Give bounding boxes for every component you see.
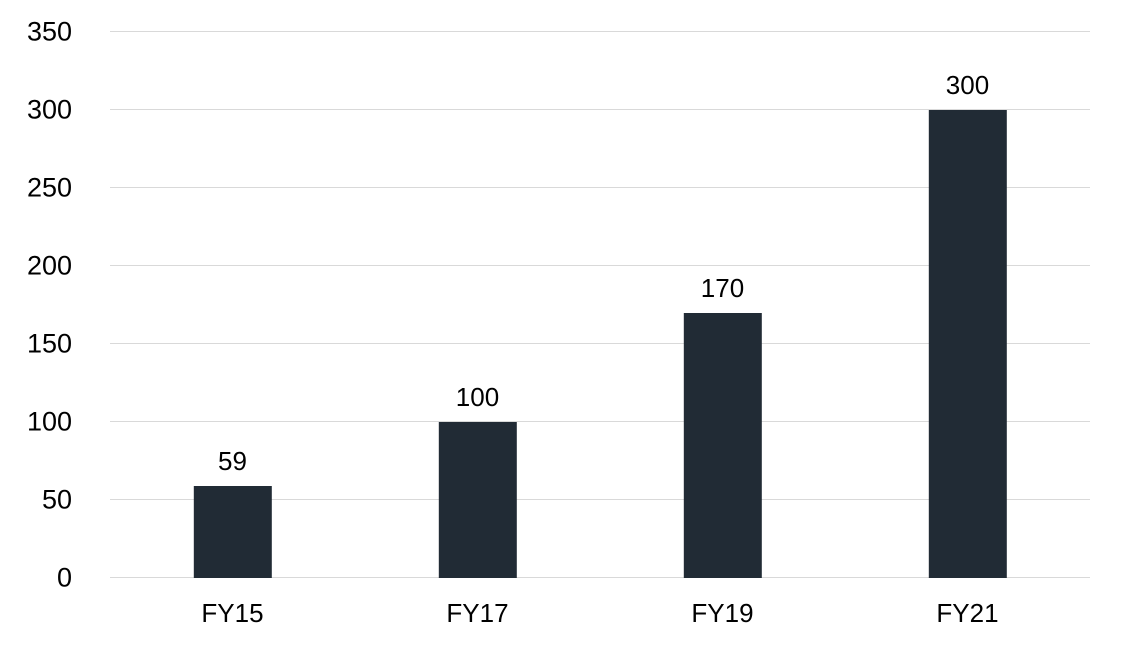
y-axis: 0 50 100 150 200 250 300 350 — [0, 18, 72, 591]
x-axis: FY15 FY17 FY19 FY21 — [110, 600, 1090, 626]
bar-slot: 100 — [355, 32, 600, 578]
x-axis-category-label: FY17 — [446, 598, 509, 628]
bar-slot: 170 — [600, 32, 845, 578]
y-axis-tick-label: 250 — [26, 172, 72, 203]
x-axis-category-label: FY19 — [691, 598, 754, 628]
plot-area: 59 100 170 300 — [110, 31, 1090, 578]
gridline — [110, 577, 1090, 578]
bar — [438, 422, 517, 578]
bar — [683, 312, 762, 578]
gridline — [110, 265, 1090, 266]
x-axis-category-label: FY15 — [201, 598, 264, 628]
y-axis-tick-label: 0 — [56, 562, 72, 593]
gridline — [110, 109, 1090, 110]
bar-value-label: 300 — [945, 70, 990, 100]
y-axis-tick-label: 200 — [26, 250, 72, 281]
y-axis-tick-label: 350 — [26, 16, 72, 47]
y-axis-tick-label: 100 — [26, 406, 72, 437]
bar — [193, 485, 272, 578]
bar — [928, 110, 1007, 578]
bar-slot: 300 — [845, 32, 1090, 578]
gridline — [110, 31, 1090, 32]
gridline — [110, 421, 1090, 422]
bar-value-label: 59 — [218, 445, 247, 476]
bar-slot: 59 — [110, 32, 355, 578]
x-axis-category-label: FY21 — [936, 598, 999, 628]
y-axis-tick-label: 300 — [26, 94, 72, 125]
bars: 59 100 170 300 — [110, 32, 1090, 578]
y-axis-tick-label: 50 — [41, 484, 72, 515]
y-axis-tick-label: 150 — [26, 328, 72, 359]
gridline — [110, 499, 1090, 500]
gridline — [110, 343, 1090, 344]
bar-value-label: 100 — [455, 382, 500, 413]
gridline — [110, 187, 1090, 188]
bar-value-label: 170 — [700, 272, 745, 303]
